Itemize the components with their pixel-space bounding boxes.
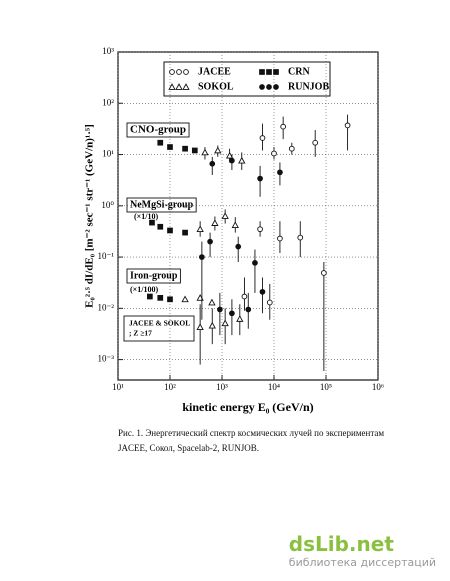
legend-marker [273,69,279,75]
data-point [207,238,213,245]
data-point [157,139,164,146]
annotation-box [123,315,195,342]
annotation-box [126,122,190,138]
legend-label: SOKOL [198,81,234,92]
annotation-box [126,197,197,213]
data-point [208,321,216,329]
data-point [208,298,216,306]
legend-marker [176,69,182,75]
legend-marker [182,83,190,90]
data-point [217,306,223,313]
x-tick-label: 10² [164,382,176,392]
data-point [229,157,235,164]
annotation: (×1/10) [134,212,158,221]
annotation: CNO-group [130,124,186,136]
annotation: ; Z ≥17 [129,329,152,338]
watermark-logo: dsLib.net [288,532,394,556]
data-point [277,235,283,242]
x-tick-label: 10⁵ [320,382,332,392]
data-point [191,147,198,154]
caption: Рис. 1. Энергетический спектр космически… [118,428,385,453]
annotation: Iron-group [130,270,178,281]
data-point [259,288,266,295]
y-tick-label: 10⁻² [98,302,115,312]
data-point [214,146,222,154]
data-point [231,221,239,228]
data-point [201,148,209,156]
data-point [182,229,188,236]
data-point [157,295,164,301]
data-point [238,156,246,164]
data-point [280,123,287,130]
data-point [167,296,173,303]
data-point [229,310,235,317]
legend-marker [183,69,189,75]
data-point [196,225,204,233]
data-point [221,319,229,327]
legend-box [163,61,331,97]
x-tick-label: 10³ [216,382,228,392]
data-point [211,219,219,226]
data-point [277,169,283,176]
data-point [288,145,295,152]
y-tick-label: 10⁻¹ [98,251,115,261]
x-axis-label: kinetic energy E₀ (GeV/n) [182,400,313,414]
data-point [147,293,153,300]
y-tick-label: 10² [102,97,114,107]
data-point [344,122,351,129]
data-point [209,160,216,167]
data-point [167,227,173,234]
legend-marker [168,83,176,90]
chart: kinetic energy E₀ (GeV/n) E₀²·⁵ dI/dE₀ [… [84,46,385,414]
legend-label: CRN [288,66,310,77]
data-point [199,254,205,260]
data-point [297,234,304,241]
legend-label: RUNJOB [288,81,329,92]
x-tick-label: 10⁴ [268,382,280,392]
legend-marker [259,84,265,90]
data-point [321,270,327,276]
data-point [257,226,263,233]
data-point [245,306,252,313]
data-point [236,315,244,322]
y-tick-label: 10⁻³ [98,354,115,364]
data-point [149,219,155,226]
data-point [221,212,229,219]
x-tick-label: 10¹ [112,382,124,392]
annotation: NeMgSi-group [130,199,194,210]
legend-marker [169,69,175,75]
data-point [259,135,266,141]
data-point [271,150,277,157]
legend-marker [266,84,272,90]
annotation: (×1/100) [130,285,158,294]
data-point [182,145,188,152]
legend-marker [175,83,183,90]
y-tick-label: 10³ [102,46,114,56]
annotation-box [126,268,181,284]
data-point [225,151,234,159]
data-point [312,139,319,146]
data-point [257,175,263,182]
legend-marker [273,84,279,90]
y-tick-label: 10⁰ [101,200,114,210]
watermark-subtitle: библиотека диссертаций [288,556,436,569]
y-axis-label: E₀²·⁵ dI/dE₀ [m⁻² sec⁻¹ str⁻¹ (GeV/n)¹·⁵… [84,124,96,308]
legend-marker [259,69,265,75]
data-point [196,323,204,330]
data-point [157,223,164,230]
data-point [167,144,173,150]
annotation: JACEE & SOKOL [129,319,190,328]
x-tick-label: 10⁶ [372,382,384,392]
legend-marker [266,69,272,75]
data-point [266,299,273,306]
data-point [235,243,242,250]
data-point [252,260,258,266]
y-tick-label: 10¹ [102,149,114,159]
data-point [181,295,189,303]
legend-label: JACEE [198,66,231,77]
watermark: dsLib.net библиотека диссертаций [289,532,436,569]
data-point [241,293,248,300]
